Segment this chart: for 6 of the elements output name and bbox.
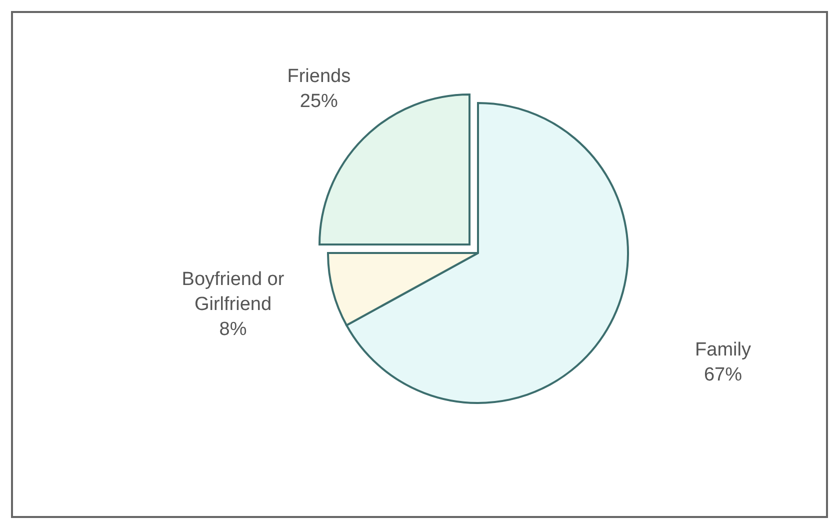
slice-label: Boyfriend or Girlfriend (182, 268, 285, 315)
slice-label: Family (695, 340, 752, 361)
data-label: 8% (219, 318, 247, 340)
data-label: 25% (300, 90, 338, 112)
data-label: 67% (704, 364, 742, 386)
slice-label: Friends (287, 66, 351, 87)
